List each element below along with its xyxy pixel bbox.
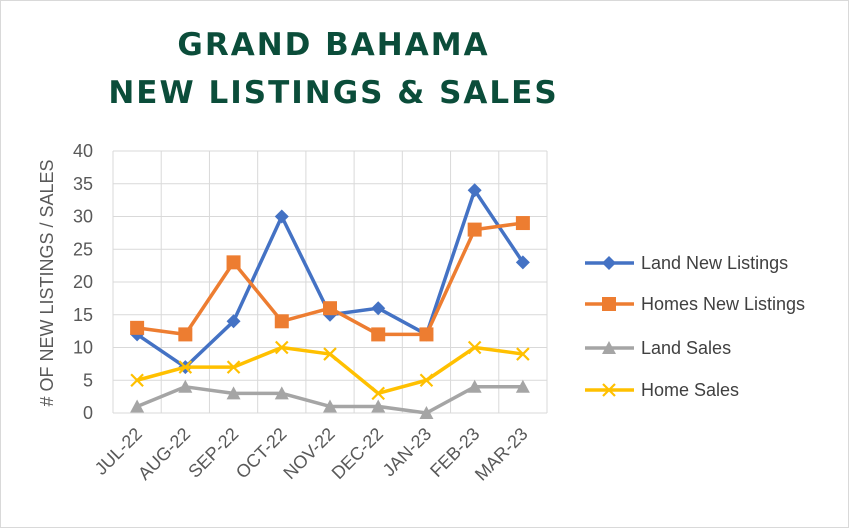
x-tick-label: MAR-23 [471, 424, 532, 485]
data-point [130, 320, 145, 335]
data-point [323, 301, 337, 316]
legend-item: Land New Listings [585, 253, 788, 273]
data-point [178, 360, 193, 374]
y-tick-label: 0 [83, 403, 93, 423]
legend-marker [602, 297, 616, 311]
data-point [515, 255, 530, 270]
data-point [467, 183, 482, 198]
data-point [419, 406, 434, 419]
data-point [226, 360, 241, 374]
x-axis-ticks: JUL-22AUG-22SEP-22OCT-22NOV-22DEC-22JAN-… [91, 424, 532, 485]
chart-title-line-1: GRAND BAHAMA [177, 27, 490, 63]
data-point [323, 399, 337, 413]
legend-item: Homes New Listings [585, 294, 805, 314]
y-tick-label: 20 [73, 272, 93, 292]
data-point [371, 301, 386, 316]
y-tick-label: 35 [73, 174, 93, 194]
data-point [178, 379, 193, 393]
x-tick-label: DEC-22 [328, 424, 387, 483]
x-tick-label: JAN-23 [379, 424, 436, 481]
data-point [275, 340, 289, 355]
data-point [226, 314, 241, 329]
data-point [371, 327, 386, 342]
legend-marker [602, 256, 616, 270]
series-homes-new-listings [130, 216, 530, 342]
data-point [226, 255, 241, 270]
legend-marker [602, 341, 616, 354]
data-point [516, 347, 530, 361]
chart-title-line-2: NEW LISTINGS & SALES [108, 75, 559, 111]
data-point [419, 373, 434, 388]
x-tick-label: SEP-22 [184, 424, 242, 482]
y-tick-label: 25 [73, 239, 93, 259]
legend-label: Land Sales [641, 338, 731, 358]
legend-label: Homes New Listings [641, 294, 805, 314]
series-land-new-listings [130, 183, 530, 375]
data-point [467, 222, 482, 237]
legend-item: Land Sales [585, 338, 731, 358]
x-tick-label: AUG-22 [134, 424, 194, 484]
data-point [467, 340, 482, 355]
data-point [178, 327, 193, 342]
y-tick-label: 10 [73, 338, 93, 358]
data-point [274, 209, 289, 224]
data-point [371, 386, 385, 401]
legend-label: Home Sales [641, 380, 739, 400]
data-point [515, 216, 530, 231]
data-point [323, 347, 337, 361]
y-axis-ticks: 0 5 10 15 20 25 30 35 40 [73, 141, 93, 423]
data-point [274, 314, 289, 329]
data-point [419, 327, 434, 342]
y-axis-label: # OF NEW LISTINGS / SALES [37, 159, 57, 406]
legend-item: Home Sales [585, 380, 739, 400]
data-point [226, 386, 241, 400]
grid [112, 150, 548, 414]
series-land-sales [130, 379, 530, 419]
y-tick-label: 40 [73, 141, 93, 161]
legend-marker [602, 383, 616, 397]
series-home-sales [130, 340, 530, 401]
data-point [130, 399, 145, 413]
x-tick-label: NOV-22 [279, 424, 338, 483]
data-point [371, 399, 386, 413]
data-point [467, 379, 482, 393]
x-tick-label: OCT-22 [232, 424, 291, 483]
legend: Land New Listings Homes New Listings Land … [585, 253, 805, 400]
series [130, 183, 530, 419]
y-tick-label: 5 [83, 370, 93, 390]
data-point [515, 379, 530, 393]
data-point [274, 386, 289, 400]
y-tick-label: 15 [73, 305, 93, 325]
y-tick-label: 30 [73, 207, 93, 227]
legend-label: Land New Listings [641, 253, 788, 273]
data-point [130, 373, 144, 388]
